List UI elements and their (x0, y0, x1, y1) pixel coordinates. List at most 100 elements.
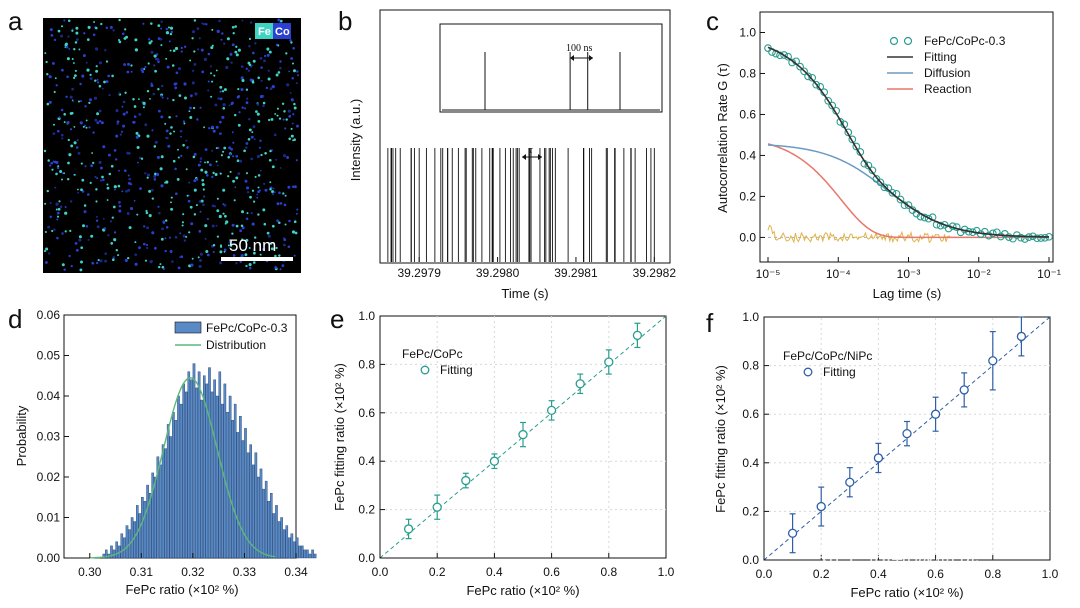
atom-dot (276, 114, 279, 117)
histogram-bar (172, 412, 175, 559)
x-axis-ticks-b: 39.2979 39.2980 39.2981 39.2982 (397, 257, 676, 280)
atom-dot (257, 76, 260, 80)
atom-dot (271, 165, 275, 169)
atom-dot (49, 164, 52, 167)
atom-dot (95, 26, 98, 30)
plot-area-d (89, 363, 317, 559)
atom-dot (211, 149, 214, 152)
atom-dot (186, 146, 189, 149)
atom-dot (244, 107, 247, 110)
panel-d: 0.30 0.31 0.32 0.33 0.34 0.00 0.01 0.02 0.03 0.04… (14, 308, 317, 597)
atom-dot (69, 95, 73, 99)
histogram-bar (153, 476, 157, 559)
atom-dot (70, 200, 73, 203)
data-point (959, 385, 969, 395)
atom-dot (246, 190, 250, 194)
atom-dot (99, 166, 103, 170)
atom-dot (276, 202, 280, 206)
residual-line (767, 224, 951, 244)
data-point (1016, 331, 1027, 342)
atom-dot (283, 238, 287, 242)
x-tick-label: 0.6 (927, 567, 944, 581)
atom-dot (199, 160, 202, 163)
atom-dot (150, 188, 154, 192)
micrograph-background (43, 18, 301, 273)
atom-dot (85, 126, 88, 129)
legend-label-f: Fitting (823, 365, 856, 379)
data-point (988, 356, 998, 366)
atom-dot (292, 69, 297, 73)
atom-dot (112, 205, 116, 209)
atom-dot (199, 210, 202, 213)
atom-dot (231, 232, 234, 235)
atom-dot (90, 164, 94, 168)
data-point (432, 502, 442, 512)
axis-ticks-f: 0.00.0 0.2 0.2 0.4 0.4 0.6 0.6 0.8 0.8 1.0 1.0 (742, 310, 1058, 581)
atom-dot (172, 49, 176, 53)
atom-dot (169, 132, 172, 135)
atom-dot (43, 250, 47, 253)
atom-dot (194, 92, 198, 96)
data-point (996, 232, 1005, 241)
atom-dot (245, 88, 249, 91)
atom-dot (103, 80, 106, 84)
y-axis-title-b: Intensity (a.u.) (348, 99, 363, 181)
atom-dot (80, 162, 83, 165)
x-tick-label: 0.0 (756, 567, 773, 581)
atom-dot (150, 84, 154, 88)
y-tick-label: 0.02 (37, 470, 61, 484)
y-tick-label: 1.0 (358, 309, 375, 323)
atom-dot (216, 146, 220, 150)
atom-dot (109, 26, 113, 29)
atom-dot (173, 130, 176, 133)
atom-dot (293, 185, 297, 189)
atom-dot (251, 189, 255, 192)
atom-dot (128, 226, 132, 230)
atom-dot (259, 253, 262, 256)
atom-dot (97, 81, 100, 84)
histogram-bar (110, 545, 113, 559)
atom-dot (222, 203, 225, 206)
atom-dot (291, 185, 295, 189)
atom-dot (120, 130, 124, 133)
atom-dot (225, 65, 229, 70)
legend-e: FePc/CoPc Fitting (402, 347, 473, 377)
data-point (824, 96, 833, 105)
atom-dot (127, 174, 130, 177)
atom-dot (166, 137, 169, 140)
atom-dot (144, 123, 148, 127)
histogram-bar (295, 537, 299, 559)
atom-dot (216, 235, 219, 238)
atom-dot (192, 155, 196, 159)
atom-dot (205, 23, 208, 26)
atom-dot (170, 126, 173, 129)
atom-dot (46, 102, 50, 106)
atom-dot (95, 188, 98, 191)
x-tick-label: 39.2982 (633, 266, 677, 280)
histogram-bar (293, 541, 296, 559)
atom-dot (200, 48, 204, 52)
atom-dot (199, 200, 202, 203)
atom-dot (237, 88, 240, 91)
atom-dot (170, 207, 174, 211)
atom-dot (233, 199, 236, 202)
atom-dot (196, 27, 200, 30)
atom-dot (46, 72, 49, 76)
histogram-bar (146, 484, 149, 559)
atom-dot (139, 187, 142, 190)
atom-dot (291, 62, 295, 65)
atom-dot (56, 236, 59, 240)
atom-dot (256, 193, 259, 196)
atom-dot (48, 100, 52, 104)
atom-dot (269, 149, 272, 153)
histogram-bar (220, 403, 224, 559)
atom-dot (275, 246, 278, 250)
atom-dot (135, 135, 139, 139)
atom-dot (57, 29, 61, 33)
atom-dot (55, 84, 58, 87)
atom-dot (228, 146, 231, 150)
atom-dot (166, 65, 170, 69)
atom-dot (71, 29, 74, 32)
atom-dot (193, 188, 197, 192)
